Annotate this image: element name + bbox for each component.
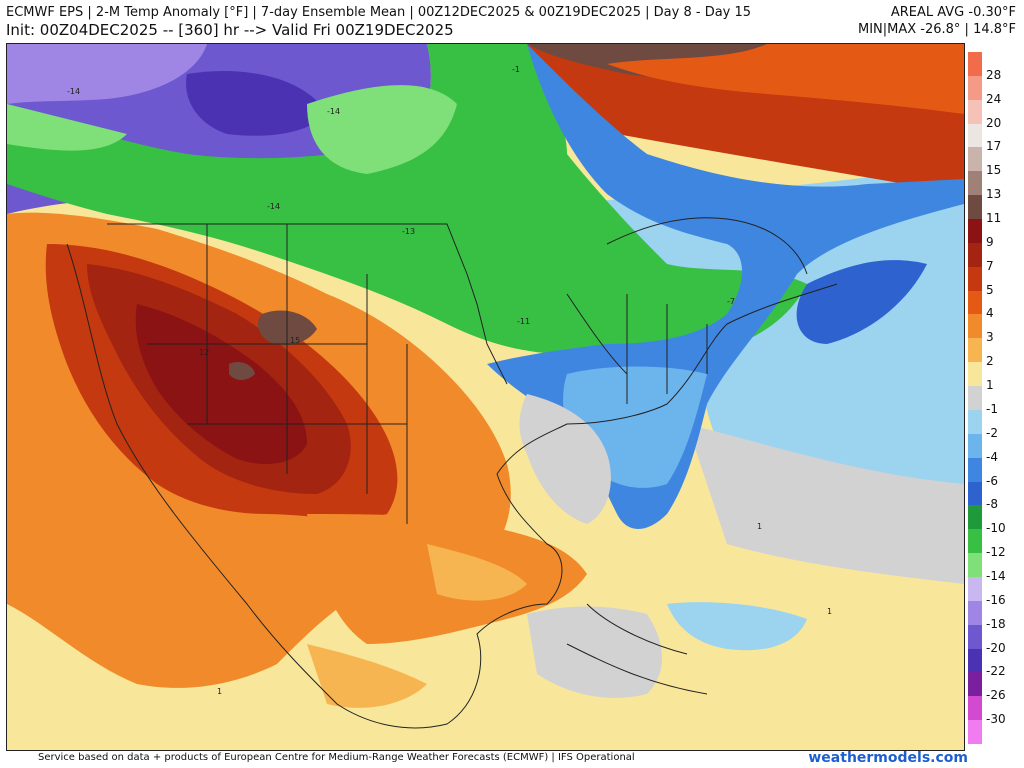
- scale-swatch: [968, 386, 982, 411]
- map-label-plus12: 12: [199, 348, 209, 357]
- credit-text: Service based on data + products of Euro…: [38, 752, 635, 763]
- scale-swatch: [968, 433, 982, 459]
- scale-swatch: [968, 123, 982, 148]
- scale-swatch: [968, 75, 982, 101]
- scale-label: 1: [986, 378, 994, 393]
- brand-link[interactable]: weathermodels.com: [808, 750, 968, 766]
- scale-label: 7: [986, 258, 994, 273]
- scale-swatch: [968, 672, 982, 697]
- scale-swatch: [968, 696, 982, 721]
- areal-average: AREAL AVG -0.30°F: [890, 5, 1016, 20]
- scale-swatch: [968, 171, 982, 196]
- map-label-minus14-c: -14: [327, 107, 340, 116]
- chart-title-line2: Init: 00Z04DEC2025 -- [360] hr --> Valid…: [6, 21, 454, 39]
- map-label-minus7: -7: [727, 297, 735, 306]
- map-label-minus1: -1: [512, 65, 520, 74]
- scale-label: 13: [986, 187, 1002, 202]
- scale-swatch: [968, 52, 982, 77]
- map-label-plus1-b: 1: [757, 522, 762, 531]
- scale-label: -30: [986, 712, 1006, 727]
- scale-label: 3: [986, 330, 994, 345]
- scale-label: -18: [986, 616, 1006, 631]
- scale-swatch: [968, 457, 982, 482]
- scale-label: 15: [986, 163, 1002, 178]
- scale-swatch: [968, 99, 982, 125]
- scale-label: 28: [986, 67, 1002, 82]
- map-label-plus15: 15: [290, 336, 300, 345]
- scale-label: 9: [986, 234, 994, 249]
- scale-swatch: [968, 600, 982, 626]
- scale-swatch: [968, 195, 982, 220]
- scale-label: 11: [986, 211, 1002, 226]
- scale-label: -6: [986, 473, 998, 488]
- map-label-minus13: -13: [402, 227, 415, 236]
- scale-label: 20: [986, 115, 1002, 130]
- min-max: MIN|MAX -26.8° | 14.8°F: [857, 22, 1016, 37]
- scale-swatch: [968, 505, 982, 530]
- temperature-anomaly-map: -14 -14 -14 15 12 -7 -13 -11 1 1 1 -1: [6, 43, 965, 751]
- scale-label: -1: [986, 401, 998, 416]
- scale-swatch: [968, 338, 982, 363]
- scale-swatch: [968, 624, 982, 650]
- scale-label: 24: [986, 91, 1002, 106]
- scale-swatch: [968, 529, 982, 554]
- scale-swatch: [968, 409, 982, 435]
- scale-label: 2: [986, 354, 994, 369]
- scale-label: -22: [986, 664, 1006, 679]
- scale-swatch: [968, 314, 982, 339]
- scale-label: 17: [986, 139, 1002, 154]
- scale-swatch: [968, 648, 982, 673]
- scale-swatch: [968, 576, 982, 602]
- scale-label: -4: [986, 449, 998, 464]
- scale-swatch: [968, 219, 982, 244]
- scale-label: -12: [986, 545, 1006, 560]
- scale-label: -2: [986, 425, 998, 440]
- map-label-minus14-a: -14: [67, 87, 80, 96]
- scale-label: -20: [986, 640, 1006, 655]
- map-label-minus11: -11: [517, 317, 530, 326]
- scale-label: -26: [986, 688, 1006, 703]
- map-label-plus1-c: 1: [827, 607, 832, 616]
- scale-swatch: [968, 553, 982, 578]
- scale-swatch: [968, 147, 982, 172]
- scale-label: -16: [986, 592, 1006, 607]
- scale-label: 4: [986, 306, 994, 321]
- map-label-minus14-b: -14: [267, 202, 280, 211]
- scale-swatch: [968, 481, 982, 506]
- scale-label: -10: [986, 521, 1006, 536]
- scale-swatch: [968, 290, 982, 315]
- scale-swatch: [968, 266, 982, 292]
- scale-label: -14: [986, 568, 1006, 583]
- scale-swatch: [968, 362, 982, 387]
- scale-label: 5: [986, 282, 994, 297]
- chart-title-line1: ECMWF EPS | 2-M Temp Anomaly [°F] | 7-da…: [6, 5, 752, 20]
- map-label-plus1-a: 1: [217, 687, 222, 696]
- scale-swatch: [968, 720, 982, 745]
- scale-label: -8: [986, 497, 998, 512]
- scale-swatch: [968, 242, 982, 268]
